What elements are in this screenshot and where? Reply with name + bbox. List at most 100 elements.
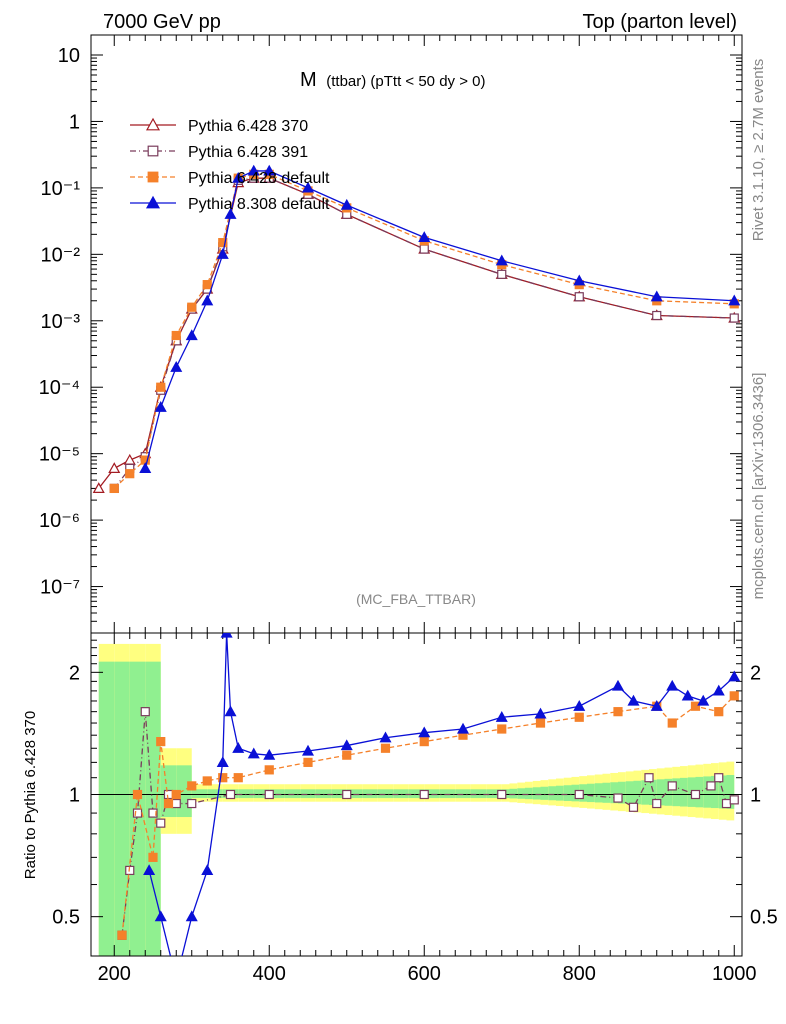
green-band-bin — [641, 780, 649, 805]
data-point — [497, 724, 507, 734]
data-point — [418, 231, 431, 242]
data-point — [712, 684, 725, 696]
main-y-tick-label: 10⁻⁵ — [39, 444, 80, 466]
plot-title-main: M — [300, 69, 317, 91]
data-point — [728, 670, 741, 682]
data-point — [495, 711, 508, 722]
data-point — [419, 244, 429, 254]
x-tick-label: 200 — [98, 963, 131, 985]
green-band-bin — [284, 789, 293, 799]
data-point — [613, 793, 623, 803]
green-band-bin — [122, 661, 130, 956]
green-band-bin — [563, 785, 572, 801]
green-band-bin — [618, 781, 626, 804]
main-y-tick-label: 10⁻¹ — [41, 178, 81, 200]
ratio-y-tick-label-left: 2 — [69, 662, 80, 684]
data-point — [729, 795, 739, 805]
green-band-bin — [610, 782, 618, 804]
data-point — [342, 750, 352, 760]
data-point — [187, 302, 197, 312]
data-point — [156, 737, 166, 747]
data-point — [301, 744, 315, 756]
legend-label: Pythia 6.428 370 — [188, 118, 308, 135]
data-point — [690, 789, 701, 800]
data-point — [232, 171, 245, 183]
main-series-group — [92, 164, 741, 494]
data-point — [535, 718, 546, 728]
green-band-bin — [711, 775, 719, 809]
data-point — [340, 739, 353, 751]
data-point — [140, 707, 150, 717]
data-point — [163, 798, 174, 809]
data-point — [132, 789, 143, 800]
green-band-bin — [354, 789, 363, 799]
data-point — [185, 910, 198, 922]
data-point — [139, 462, 152, 474]
x-tick-label: 600 — [408, 963, 441, 985]
data-point — [154, 910, 167, 922]
watermark: (MC_FBA_TTBAR) — [356, 591, 476, 607]
legend-label: Pythia 6.428 default — [188, 170, 330, 187]
main-y-tick-label: 1 — [69, 111, 80, 133]
data-point — [303, 757, 313, 767]
green-band-bin — [439, 789, 448, 799]
green-band-bin — [517, 788, 525, 799]
data-point — [218, 773, 228, 783]
data-point — [201, 294, 214, 306]
green-band-bin — [672, 778, 680, 807]
data-point — [154, 400, 167, 412]
series-pythia-6-428-391 — [109, 173, 739, 494]
green-band-bin — [556, 785, 564, 801]
header-left: 7000 GeV pp — [103, 11, 221, 33]
plot-title: M (ttbar) (pTtt < 50 dy > 0) — [300, 69, 485, 91]
data-point — [697, 694, 710, 706]
green-band-bin — [432, 789, 440, 799]
green-band-bin — [540, 786, 549, 800]
data-point — [232, 742, 245, 753]
green-band-bin — [308, 789, 316, 799]
header-right: Top (parton level) — [582, 11, 737, 33]
data-point — [574, 712, 584, 722]
data-point — [202, 776, 212, 786]
data-point — [419, 789, 429, 800]
green-band-bin — [470, 789, 479, 799]
ratio-y-tick-label-right: 0.5 — [750, 907, 778, 929]
data-point — [534, 707, 547, 719]
green-band-bin — [323, 789, 332, 799]
data-point — [263, 164, 276, 176]
data-point — [145, 117, 161, 131]
green-band-bin — [509, 788, 518, 799]
legend-entry: Pythia 6.428 391 — [130, 144, 308, 161]
data-point — [185, 329, 198, 341]
data-point — [497, 789, 507, 800]
data-point — [147, 171, 159, 183]
main-y-tick-label: 10⁻⁷ — [40, 577, 80, 599]
data-point — [666, 679, 679, 691]
data-point — [573, 274, 586, 286]
data-point — [728, 294, 741, 306]
data-point — [650, 700, 663, 711]
data-point — [225, 789, 236, 800]
green-band-bin — [184, 765, 192, 818]
green-band-bin — [478, 789, 487, 799]
green-band-bin — [315, 789, 324, 799]
series-line — [113, 177, 735, 489]
data-point — [264, 789, 274, 800]
ratio-series-group — [117, 633, 741, 984]
x-tick-labels: 200 400 600 800 1000 — [98, 963, 757, 985]
data-point — [216, 756, 229, 767]
green-band-bin — [594, 783, 603, 803]
data-point — [224, 705, 237, 717]
ratio-y-tick-label-left: 0.5 — [52, 907, 80, 929]
green-band-bin — [98, 661, 107, 956]
data-point — [171, 975, 181, 984]
data-point — [187, 781, 197, 791]
green-band-bin — [199, 789, 208, 799]
green-band-bin — [548, 786, 556, 801]
green-band-bin — [680, 777, 688, 807]
data-point — [419, 737, 429, 747]
main-y-tick-label: 10⁻⁶ — [39, 510, 80, 532]
data-point — [117, 930, 127, 940]
data-point — [613, 707, 623, 717]
data-point — [263, 748, 276, 760]
